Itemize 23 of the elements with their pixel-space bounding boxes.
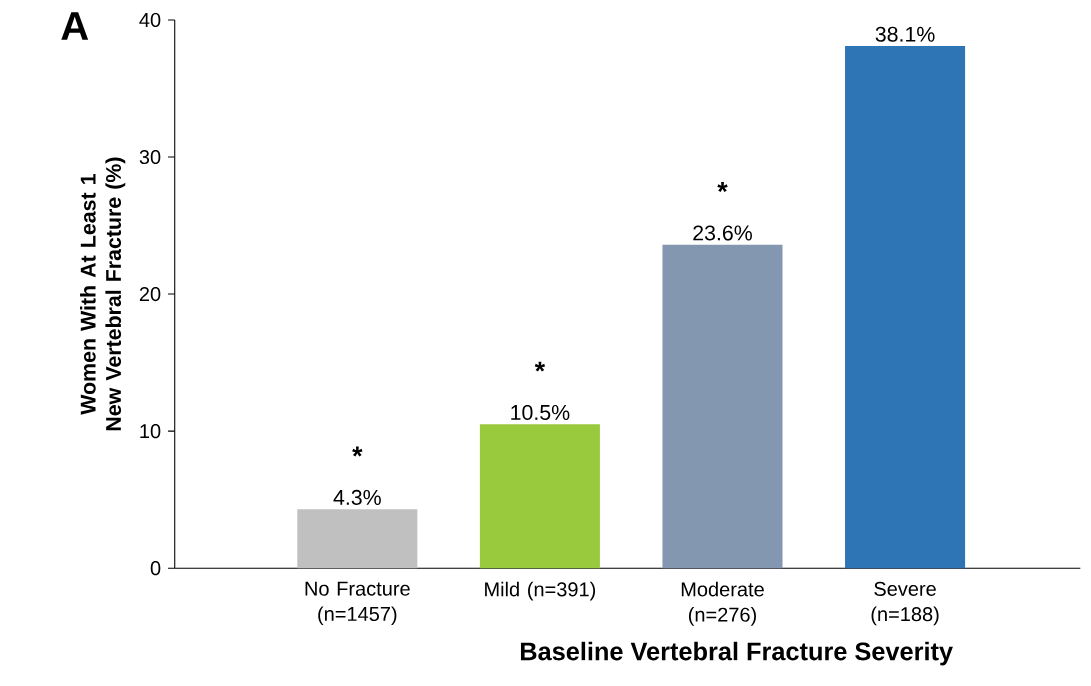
- x-tick-label: Mild (n=391): [485, 582, 596, 601]
- y-tick-label: 10: [140, 424, 161, 439]
- data-label: 10.5%: [511, 405, 570, 421]
- data-label: 4.3%: [333, 490, 381, 506]
- bar: [297, 509, 418, 569]
- annotation: *: [352, 446, 363, 457]
- annotation: *: [534, 361, 546, 372]
- x-axis-title: Baseline Vertebral Fracture Severity: [520, 642, 953, 666]
- y-axis-title: Women With At Least 1 New Vertebral Fracture (%): [80, 157, 126, 431]
- bar: [845, 46, 966, 569]
- x-tick-label: No Fracture (n=1457): [305, 582, 410, 626]
- y-tick-label: 20: [139, 287, 161, 302]
- data-label: 38.1%: [875, 26, 935, 43]
- chart-title: A: [61, 12, 89, 41]
- bar: [662, 244, 783, 569]
- y-tick-label: 40: [139, 13, 161, 28]
- x-tick-label: Severe (n=188): [871, 582, 939, 626]
- x-tick-label: Moderate (n=276): [681, 582, 764, 626]
- bar: [479, 424, 600, 569]
- data-label: 23.6%: [693, 225, 752, 241]
- y-tick-label: 30: [139, 150, 161, 165]
- annotation: *: [717, 182, 728, 193]
- y-tick-label: 0: [150, 561, 161, 576]
